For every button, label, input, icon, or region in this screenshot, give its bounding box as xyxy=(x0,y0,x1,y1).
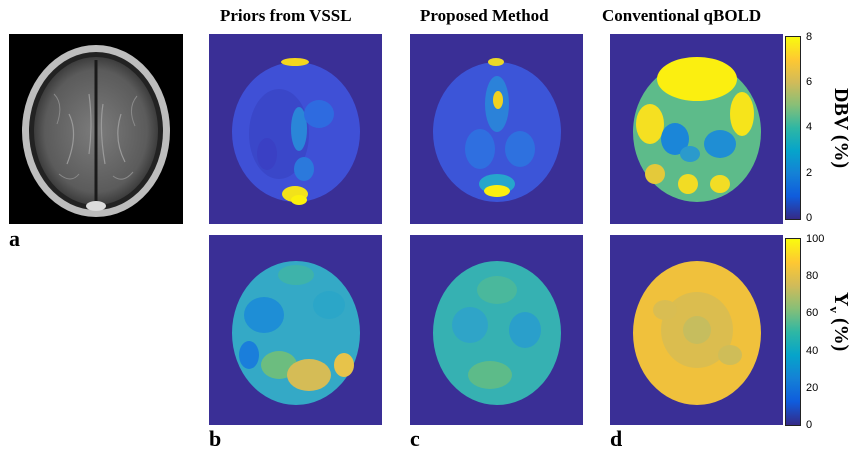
yv-tick-0: 0 xyxy=(806,419,813,431)
yv-map-priors-vssl xyxy=(209,235,382,425)
dbv-tick-0: 0 xyxy=(806,212,813,224)
title-proposed-method: Proposed Method xyxy=(420,6,549,25)
yv-tick-20: 20 xyxy=(806,382,819,394)
dbv-map-priors-vssl xyxy=(209,34,382,224)
dbv-map-conventional-qbold xyxy=(610,34,783,224)
dbv-tick-8: 8 xyxy=(806,31,813,43)
yv-map-proposed-method xyxy=(410,235,583,425)
panel-label-a: a xyxy=(9,226,20,251)
yv-colorbar-label: Yv (%) xyxy=(827,292,852,352)
yv-tick-100: 100 xyxy=(806,233,825,245)
yv-tick-80: 80 xyxy=(806,270,819,282)
title-priors-vssl: Priors from VSSL xyxy=(220,6,352,25)
panel-label-c: c xyxy=(410,426,420,451)
panel-label-b: b xyxy=(209,426,222,451)
dbv-map-proposed-method xyxy=(410,34,583,224)
yv-tick-40: 40 xyxy=(806,345,819,357)
dbv-tick-6: 6 xyxy=(806,76,813,88)
dbv-colorbar xyxy=(785,36,801,220)
yv-tick-60: 60 xyxy=(806,307,819,319)
dbv-tick-4: 4 xyxy=(806,121,813,133)
anatomical-mri-image xyxy=(9,34,183,224)
title-conventional-qbold: Conventional qBOLD xyxy=(602,6,762,25)
dbv-tick-2: 2 xyxy=(806,167,813,179)
panel-label-d: d xyxy=(610,426,623,451)
yv-map-conventional-qbold xyxy=(610,235,783,425)
yv-colorbar xyxy=(785,238,801,426)
dbv-colorbar-label: DBV (%) xyxy=(830,88,852,169)
